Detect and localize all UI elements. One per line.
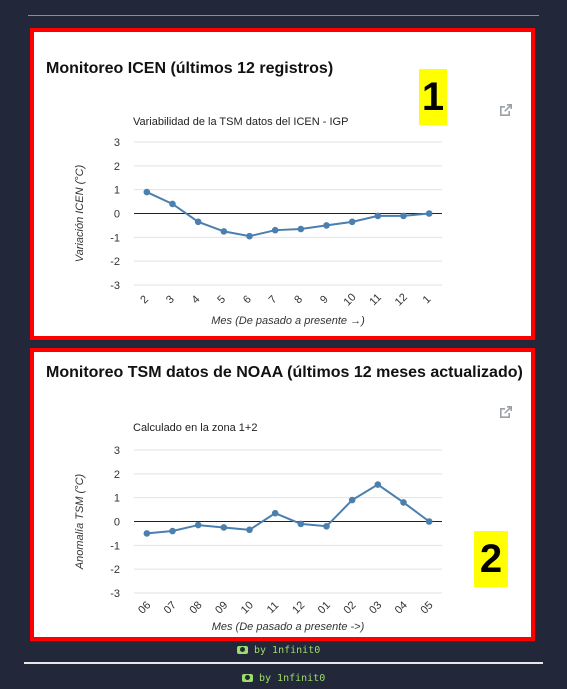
x-tick-label: 05: [418, 599, 435, 616]
data-point[interactable]: [143, 188, 151, 196]
credit-text: by 1nfinit0: [259, 673, 326, 684]
data-point[interactable]: [348, 218, 356, 226]
data-point[interactable]: [194, 521, 202, 529]
y-tick-label: 3: [114, 137, 120, 149]
series-line: [146, 483, 430, 535]
camera-icon: [237, 646, 248, 654]
y-tick-label: 0: [114, 209, 120, 221]
top-divider: [28, 15, 539, 16]
data-point[interactable]: [169, 200, 176, 208]
chart-title: Calculado en la zona 1+2: [133, 422, 257, 434]
y-tick-label: -3: [110, 588, 120, 600]
y-axis-label: Anomalía TSM (°C): [74, 473, 86, 570]
data-point[interactable]: [220, 228, 228, 235]
y-tick-label: -1: [110, 232, 120, 244]
icen-line-chart: Variabilidad de la TSM datos del ICEN - …: [74, 116, 442, 327]
credit-line: by 1nfinit0: [242, 673, 325, 684]
panel-title: Monitoreo ICEN (últimos 12 registros): [46, 60, 334, 77]
x-tick-label: 3: [164, 293, 177, 306]
data-point[interactable]: [271, 226, 279, 234]
data-point[interactable]: [400, 499, 407, 506]
noaa-panel: Monitoreo TSM datos de NOAA (últimos 12 …: [30, 348, 535, 641]
x-tick-label: 2: [138, 293, 151, 306]
y-tick-label: -1: [110, 540, 120, 552]
external-link-icon[interactable]: [498, 102, 514, 118]
x-tick-label: 02: [341, 599, 358, 616]
data-point[interactable]: [194, 218, 202, 226]
camera-icon: [242, 674, 253, 682]
data-point[interactable]: [246, 526, 253, 534]
x-tick-label: 01: [316, 599, 333, 616]
x-tick-label: 12: [393, 291, 410, 308]
data-point[interactable]: [169, 527, 176, 535]
data-point[interactable]: [246, 232, 253, 240]
x-tick-label: 12: [290, 599, 307, 616]
x-tick-label: 4: [190, 293, 203, 306]
y-tick-label: -3: [110, 280, 120, 292]
bottom-divider: [24, 662, 543, 664]
y-tick-label: 0: [114, 517, 120, 529]
x-tick-label: 6: [241, 293, 254, 306]
data-point[interactable]: [297, 520, 305, 528]
credit-text: by 1nfinit0: [254, 645, 321, 656]
x-tick-label: 04: [393, 599, 410, 616]
data-point[interactable]: [348, 496, 356, 504]
y-tick-label: 3: [114, 445, 120, 457]
data-point[interactable]: [297, 225, 305, 233]
x-tick-label: 09: [213, 599, 230, 616]
x-tick-label: 7: [267, 293, 280, 306]
icen-panel: Monitoreo ICEN (últimos 12 registros) 1 …: [30, 28, 535, 340]
x-tick-label: 10: [341, 291, 358, 308]
x-tick-label: 11: [367, 292, 384, 309]
panel-title: Monitoreo TSM datos de NOAA (últimos 12 …: [46, 364, 523, 381]
y-axis-label: Variación ICEN (°C): [74, 164, 86, 262]
x-tick-label: 5: [215, 293, 228, 306]
x-tick-label: 06: [136, 599, 153, 616]
annotation-badge: 2: [474, 531, 508, 587]
data-point[interactable]: [220, 524, 228, 531]
y-tick-label: 1: [114, 493, 120, 505]
y-tick-label: -2: [110, 256, 120, 268]
x-tick-label: 07: [162, 599, 179, 616]
x-tick-label: 1: [421, 293, 434, 306]
data-point[interactable]: [425, 518, 433, 525]
chart-title: Variabilidad de la TSM datos del ICEN - …: [133, 116, 348, 128]
data-point[interactable]: [374, 212, 382, 220]
x-axis-label: Mes (De pasado a presente ->): [212, 621, 365, 633]
data-point[interactable]: [323, 222, 330, 229]
data-point[interactable]: [425, 210, 433, 217]
credit-line: by 1nfinit0: [237, 645, 320, 656]
data-point[interactable]: [374, 481, 382, 488]
y-tick-label: 2: [114, 469, 120, 481]
series-line: [146, 191, 430, 238]
x-tick-label: 10: [239, 599, 256, 616]
x-tick-label: 03: [367, 599, 384, 616]
data-point[interactable]: [323, 522, 330, 530]
x-tick-label: 08: [187, 599, 204, 616]
annotation-badge: 1: [419, 69, 447, 125]
data-point[interactable]: [271, 509, 279, 517]
y-tick-label: 1: [114, 185, 120, 197]
x-axis-label: Mes (De pasado a presente →): [211, 315, 365, 327]
x-tick-label: 8: [292, 293, 305, 306]
y-tick-label: -2: [110, 564, 120, 576]
external-link-icon[interactable]: [498, 404, 514, 420]
data-point[interactable]: [143, 530, 151, 537]
data-point[interactable]: [400, 212, 407, 220]
x-tick-label: 9: [318, 293, 331, 306]
y-tick-label: 2: [114, 161, 120, 173]
x-tick-label: 11: [265, 600, 282, 617]
